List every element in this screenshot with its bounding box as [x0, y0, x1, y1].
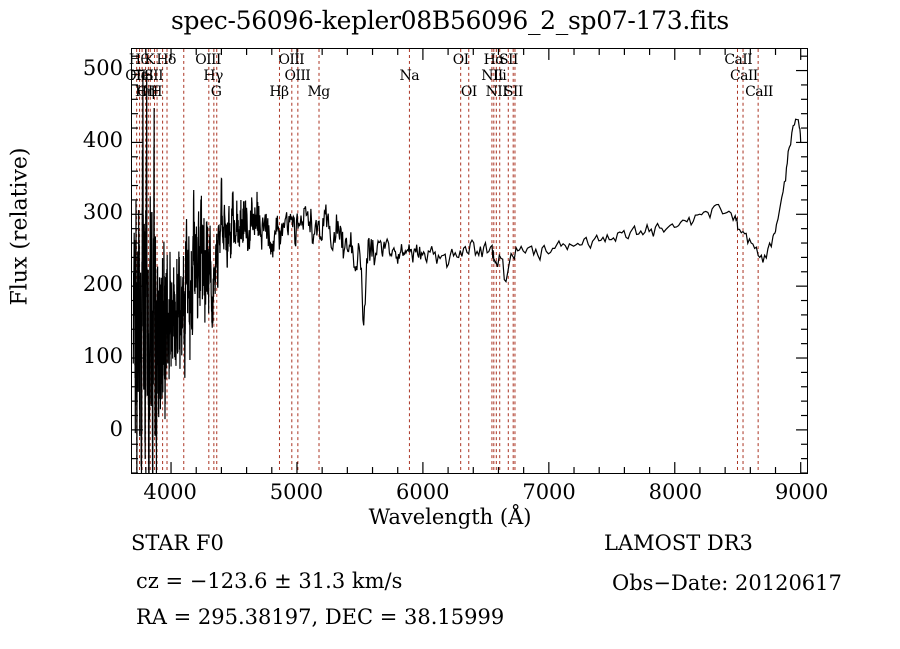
- line-label-30: CaII: [745, 84, 773, 100]
- line-label-29: CaII: [729, 68, 758, 84]
- line-label-4: OII: [137, 84, 158, 100]
- x-tick-7000: 7000: [522, 480, 576, 504]
- x-tick-5000: 5000: [269, 480, 324, 504]
- line-label-21: NII: [481, 68, 503, 84]
- y-tick-0: 0: [109, 416, 123, 441]
- line-label-12: Hγ: [203, 68, 223, 84]
- line-label-11: OIII: [195, 52, 221, 68]
- y-tick-200: 200: [82, 272, 123, 297]
- y-tick-300: 300: [82, 200, 123, 225]
- plot-area: [131, 48, 808, 474]
- line-label-23: NII: [485, 84, 508, 100]
- observation-date: Obs−Date: 20120617: [612, 571, 842, 595]
- coordinates: RA = 295.38197, DEC = 38.15999: [136, 605, 505, 629]
- line-label-13: G: [210, 84, 222, 100]
- x-tick-9000: 9000: [774, 480, 829, 504]
- x-tick-6000: 6000: [396, 480, 450, 504]
- line-label-20: OI: [460, 84, 477, 100]
- line-label-25: SII: [498, 52, 518, 68]
- line-label-5: K: [144, 52, 155, 68]
- line-label-2: HeI: [128, 68, 154, 84]
- line-label-1: Hθ: [128, 52, 149, 68]
- line-label-28: CaII: [724, 52, 753, 68]
- line-label-17: Mg: [307, 84, 331, 100]
- line-label-7: H: [150, 84, 162, 100]
- spectrum-trace: [132, 70, 802, 473]
- x-tick-8000: 8000: [648, 480, 703, 504]
- line-label-14: Hβ: [269, 84, 289, 100]
- y-tick-400: 400: [82, 127, 123, 152]
- redshift-velocity: cz = −123.6 ± 31.3 km/s: [136, 569, 403, 593]
- line-label-24: Li: [493, 68, 507, 84]
- x-tick-4000: 4000: [143, 480, 197, 504]
- object-class: STAR F0: [131, 531, 224, 555]
- y-axis-title: Flux (relative): [7, 147, 33, 306]
- line-label-9: Hδ: [156, 52, 176, 68]
- line-label-0: OII: [125, 68, 147, 84]
- footer-info: STAR F0 cz = −123.6 ± 31.3 km/s RA = 295…: [0, 531, 900, 641]
- line-label-18: Na: [399, 68, 420, 84]
- page-title: spec-56096-kepler08B56096_2_sp07-173.fit…: [171, 6, 729, 35]
- line-label-3: Hη: [134, 84, 155, 100]
- line-label-16: OIII: [284, 68, 311, 84]
- line-label-26: SII: [503, 84, 523, 100]
- line-label-6: SII: [144, 68, 164, 84]
- y-tick-100: 100: [82, 344, 123, 369]
- survey-name: LAMOST DR3: [604, 531, 753, 555]
- line-label-22: Hα: [483, 52, 505, 68]
- y-tick-500: 500: [82, 55, 123, 80]
- line-label-19: OI: [452, 52, 469, 68]
- x-axis-title: Wavelength (Å): [368, 505, 532, 529]
- line-label-15: OIII: [278, 52, 305, 68]
